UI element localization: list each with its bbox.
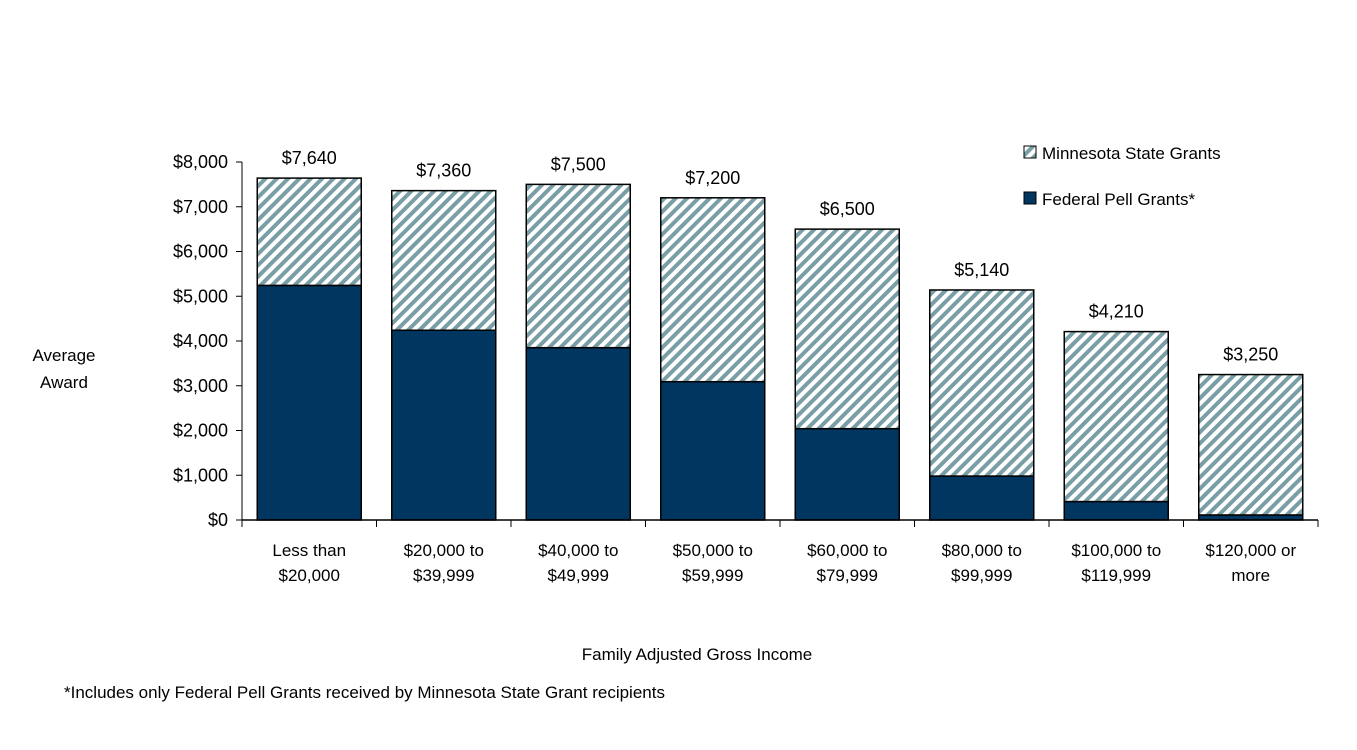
x-tick-label: more — [1231, 566, 1270, 585]
bar-federal-pell-grants — [929, 475, 1035, 521]
x-tick-label: $120,000 or — [1205, 541, 1296, 560]
x-tick-label: $60,000 to — [807, 541, 887, 560]
y-tick-label: $0 — [208, 510, 228, 530]
x-tick-label: $49,999 — [548, 566, 609, 585]
bar-minnesota-state-grants — [525, 183, 631, 349]
data-label-total: $6,500 — [820, 199, 875, 219]
bar-federal-pell-grants — [794, 427, 900, 521]
legend-swatch-minnesota — [1023, 145, 1037, 159]
x-tick-label: Less than — [272, 541, 346, 560]
bar-federal-pell-grants — [1063, 500, 1169, 521]
y-tick-label: $8,000 — [173, 152, 228, 172]
x-tick-label: $50,000 to — [673, 541, 753, 560]
y-tick-label: $3,000 — [173, 376, 228, 396]
bar-federal-pell-grants — [660, 380, 766, 521]
data-label-total: $3,250 — [1223, 345, 1278, 365]
legend-label-pell: Federal Pell Grants* — [1042, 190, 1195, 209]
bar-minnesota-state-grants — [660, 197, 766, 383]
x-tick-label: $59,999 — [682, 566, 743, 585]
bar-minnesota-state-grants — [929, 289, 1035, 477]
bar-minnesota-state-grants — [1198, 373, 1304, 516]
x-axis-label: Family Adjusted Gross Income — [582, 645, 813, 664]
x-tick-label: $20,000 to — [404, 541, 484, 560]
y-tick-label: $2,000 — [173, 421, 228, 441]
x-tick-label: $119,999 — [1081, 566, 1151, 585]
data-label-total: $7,200 — [685, 168, 740, 188]
bar-minnesota-state-grants — [794, 228, 900, 430]
x-tick-label: $40,000 to — [538, 541, 618, 560]
y-axis-label-line1: Average — [32, 346, 95, 365]
y-tick-label: $5,000 — [173, 286, 228, 306]
data-label-total: $7,500 — [551, 154, 606, 174]
x-tick-label: $99,999 — [951, 566, 1012, 585]
x-tick-label: $20,000 — [279, 566, 340, 585]
y-tick-label: $7,000 — [173, 197, 228, 217]
bar-minnesota-state-grants — [256, 177, 362, 287]
bar-federal-pell-grants — [525, 346, 631, 521]
legend-label-minnesota: Minnesota State Grants — [1042, 144, 1221, 163]
y-tick-label: $4,000 — [173, 331, 228, 351]
bar-minnesota-state-grants — [391, 189, 497, 332]
x-tick-label: $79,999 — [817, 566, 878, 585]
legend-swatch-pell — [1023, 191, 1037, 205]
legend: Minnesota State Grants Federal Pell Gran… — [1023, 144, 1221, 209]
bar-federal-pell-grants — [391, 329, 497, 521]
y-axis-label-line2: Award — [40, 373, 88, 392]
footnote: *Includes only Federal Pell Grants recei… — [64, 683, 665, 702]
x-tick-label: $39,999 — [413, 566, 474, 585]
y-tick-label: $1,000 — [173, 465, 228, 485]
data-label-total: $4,210 — [1089, 302, 1144, 322]
y-tick-label: $6,000 — [173, 242, 228, 262]
x-tick-label: $100,000 to — [1071, 541, 1161, 560]
bar-federal-pell-grants — [256, 284, 362, 521]
data-label-total: $7,360 — [416, 161, 471, 181]
data-label-total: $5,140 — [954, 260, 1009, 280]
bar-minnesota-state-grants — [1063, 330, 1169, 503]
data-label-total: $7,640 — [282, 148, 337, 168]
x-tick-label: $80,000 to — [942, 541, 1022, 560]
